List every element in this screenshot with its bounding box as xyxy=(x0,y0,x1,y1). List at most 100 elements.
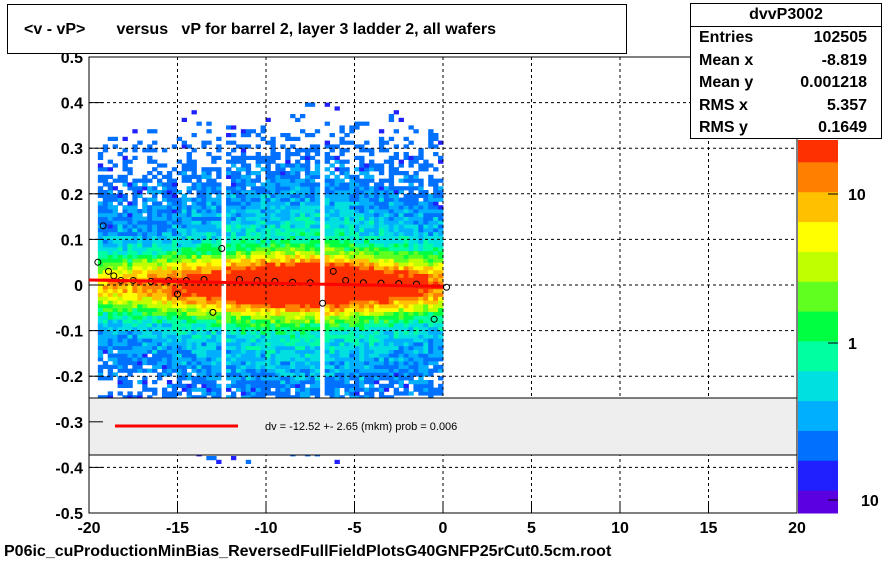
heatmap-cell xyxy=(122,228,128,233)
heatmap-cell xyxy=(270,326,276,331)
heatmap-cell xyxy=(122,395,128,400)
heatmap-cell xyxy=(122,155,128,160)
heatmap-cell xyxy=(275,167,281,172)
heatmap-cell xyxy=(373,205,380,210)
heatmap-cell xyxy=(216,372,222,377)
heatmap-cell xyxy=(339,243,345,248)
heatmap-cell xyxy=(324,315,330,320)
heatmap-cell xyxy=(270,372,276,377)
heatmap-cell xyxy=(107,319,114,324)
heatmap-cell xyxy=(275,209,281,214)
heatmap-cell xyxy=(171,288,178,293)
heatmap-cell xyxy=(102,281,109,286)
heatmap-cell xyxy=(240,307,247,312)
heatmap-cell xyxy=(157,262,163,267)
heatmap-cell xyxy=(339,212,345,217)
heatmap-cell xyxy=(369,372,375,377)
heatmap-cell xyxy=(354,273,360,278)
heatmap-cell xyxy=(240,152,247,157)
heatmap-cell xyxy=(393,330,400,335)
heatmap-cell xyxy=(166,277,173,282)
heatmap-cell xyxy=(433,205,439,210)
heatmap-cell xyxy=(378,376,385,381)
heatmap-cell xyxy=(280,334,286,339)
profile-point xyxy=(319,299,327,307)
heatmap-cell xyxy=(127,224,133,229)
heatmap-cell xyxy=(428,193,434,198)
heatmap-cell xyxy=(275,254,281,259)
heatmap-cell xyxy=(255,209,261,214)
heatmap-cell xyxy=(216,209,222,214)
heatmap-cell xyxy=(201,300,207,305)
heatmap-cell xyxy=(107,391,114,396)
heatmap-cell xyxy=(255,364,261,369)
heatmap-cell xyxy=(216,387,222,392)
heatmap-cell xyxy=(226,300,232,305)
heatmap-cell xyxy=(280,273,286,278)
heatmap-cell xyxy=(398,307,404,312)
heatmap-cell xyxy=(423,334,429,339)
heatmap-cell xyxy=(309,197,316,202)
heatmap-cell xyxy=(339,395,345,400)
heatmap-cell xyxy=(102,376,109,381)
heatmap-cell xyxy=(191,326,197,331)
heatmap-cell xyxy=(290,353,296,358)
heatmap-cell xyxy=(245,262,252,267)
heatmap-cell xyxy=(122,323,128,328)
heatmap-cell xyxy=(206,182,212,187)
heatmap-cell xyxy=(117,269,123,274)
heatmap-cell xyxy=(157,349,163,354)
heatmap-cell xyxy=(142,281,148,286)
heatmap-cell xyxy=(408,235,414,240)
heatmap-cell xyxy=(132,209,138,214)
heatmap-cell xyxy=(176,269,183,274)
heatmap-cell xyxy=(97,201,104,206)
heatmap-cell xyxy=(127,334,133,339)
heatmap-cell xyxy=(285,262,291,267)
heatmap-cell xyxy=(112,372,118,377)
heatmap-cell xyxy=(161,364,168,369)
heatmap-cell xyxy=(201,171,207,176)
color-scale-step xyxy=(798,341,838,350)
heatmap-cell xyxy=(191,277,197,282)
heatmap-cell xyxy=(245,254,252,259)
heatmap-cell xyxy=(295,383,301,388)
heatmap-cell xyxy=(295,258,301,263)
heatmap-cell xyxy=(280,300,286,305)
heatmap-cell xyxy=(359,288,365,293)
heatmap-cell xyxy=(334,307,340,312)
heatmap-cell xyxy=(137,254,143,259)
heatmap-cell xyxy=(206,178,212,183)
heatmap-cell xyxy=(275,201,281,206)
heatmap-cell xyxy=(102,304,109,309)
heatmap-cell xyxy=(309,323,316,328)
heatmap-cell xyxy=(413,243,419,248)
heatmap-cell xyxy=(181,197,187,202)
heatmap-cell xyxy=(112,243,118,248)
heatmap-cell xyxy=(373,186,380,191)
heatmap-cell xyxy=(211,364,217,369)
heatmap-cell xyxy=(354,288,360,293)
heatmap-cell xyxy=(433,228,439,233)
heatmap-cell xyxy=(161,342,168,347)
heatmap-cell xyxy=(147,212,153,217)
heatmap-cell xyxy=(334,368,340,373)
heatmap-cell xyxy=(240,212,247,217)
heatmap-cell xyxy=(107,239,114,244)
heatmap-cell xyxy=(112,254,118,259)
heatmap-cell xyxy=(117,288,123,293)
heatmap-cell xyxy=(383,357,390,362)
heatmap-cell xyxy=(290,209,296,214)
heatmap-cell xyxy=(265,304,271,309)
heatmap-cell xyxy=(240,323,247,328)
heatmap-cell xyxy=(240,231,247,236)
heatmap-cell xyxy=(260,193,266,198)
heatmap-cell xyxy=(216,182,222,187)
heatmap-cell xyxy=(275,216,281,221)
heatmap-cell xyxy=(142,342,148,347)
heatmap-cell xyxy=(117,285,123,290)
heatmap-cell xyxy=(398,338,404,343)
heatmap-cell xyxy=(373,380,380,385)
heatmap-cell xyxy=(383,285,390,290)
heatmap-cell xyxy=(97,315,104,320)
